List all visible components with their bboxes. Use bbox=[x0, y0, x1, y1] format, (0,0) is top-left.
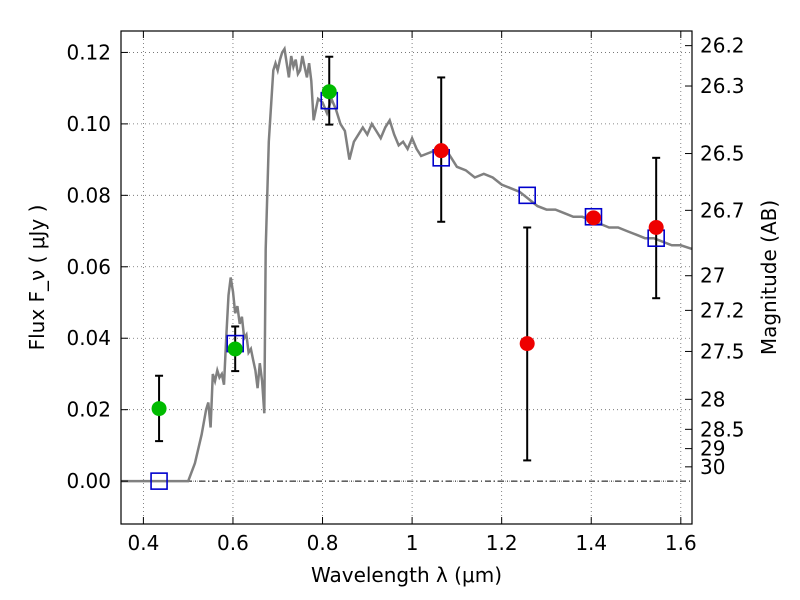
x-tick-label: 1 bbox=[406, 531, 419, 555]
x-axis-ticks: 0.4 0.6 0.8 1 1.2 1.4 1.6 bbox=[127, 31, 697, 555]
y-axis-ticks: 0.00 0.02 0.04 0.06 0.08 0.10 0.12 bbox=[66, 40, 128, 493]
observed-flux-point bbox=[227, 341, 243, 357]
observed-flux-point bbox=[519, 336, 535, 352]
model-flux-square bbox=[518, 186, 536, 205]
y-axis-title: Flux F_ν ( μJy ) bbox=[25, 205, 49, 351]
x-axis-title: Wavelength λ (μm) bbox=[311, 563, 502, 587]
right-tick-label: 28 bbox=[700, 387, 725, 411]
y-tick-label: 0.00 bbox=[66, 469, 111, 493]
x-tick-label: 1.2 bbox=[486, 531, 518, 555]
right-tick-label: 26.3 bbox=[700, 74, 745, 98]
y-tick-label: 0.04 bbox=[66, 326, 111, 350]
right-tick-label: 27 bbox=[700, 264, 725, 288]
x-tick-label: 0.6 bbox=[217, 531, 249, 555]
observed-flux-point bbox=[321, 84, 337, 100]
observed-flux-point bbox=[648, 219, 664, 235]
plot-area bbox=[121, 45, 692, 490]
x-tick-label: 1.4 bbox=[575, 531, 607, 555]
plot-frame bbox=[120, 30, 693, 525]
right-tick-label: 26.7 bbox=[700, 198, 745, 222]
right-tick-label: 26.5 bbox=[700, 142, 745, 166]
right-axis-title: Magnitude (AB) bbox=[757, 200, 781, 355]
y-tick-label: 0.08 bbox=[66, 183, 111, 207]
right-tick-label: 30 bbox=[700, 455, 725, 479]
observed-flux-point bbox=[585, 210, 601, 226]
y-tick-label: 0.12 bbox=[66, 40, 111, 64]
y-tick-label: 0.10 bbox=[66, 112, 111, 136]
right-tick-label: 29 bbox=[700, 437, 725, 461]
right-tick-label: 28.5 bbox=[700, 417, 745, 441]
x-tick-label: 0.8 bbox=[307, 531, 339, 555]
right-tick-label: 27.2 bbox=[700, 298, 745, 322]
x-tick-label: 0.4 bbox=[127, 531, 159, 555]
observed-flux-point bbox=[433, 143, 449, 159]
y-tick-label: 0.06 bbox=[66, 255, 111, 279]
right-tick-label: 27.5 bbox=[700, 339, 745, 363]
y-tick-label: 0.02 bbox=[66, 398, 111, 422]
model-spectrum-line bbox=[121, 45, 692, 483]
x-tick-label: 1.6 bbox=[665, 531, 697, 555]
observed-flux-point bbox=[151, 401, 167, 417]
right-tick-label: 26.2 bbox=[700, 34, 745, 58]
model-flux-square bbox=[150, 472, 168, 490]
